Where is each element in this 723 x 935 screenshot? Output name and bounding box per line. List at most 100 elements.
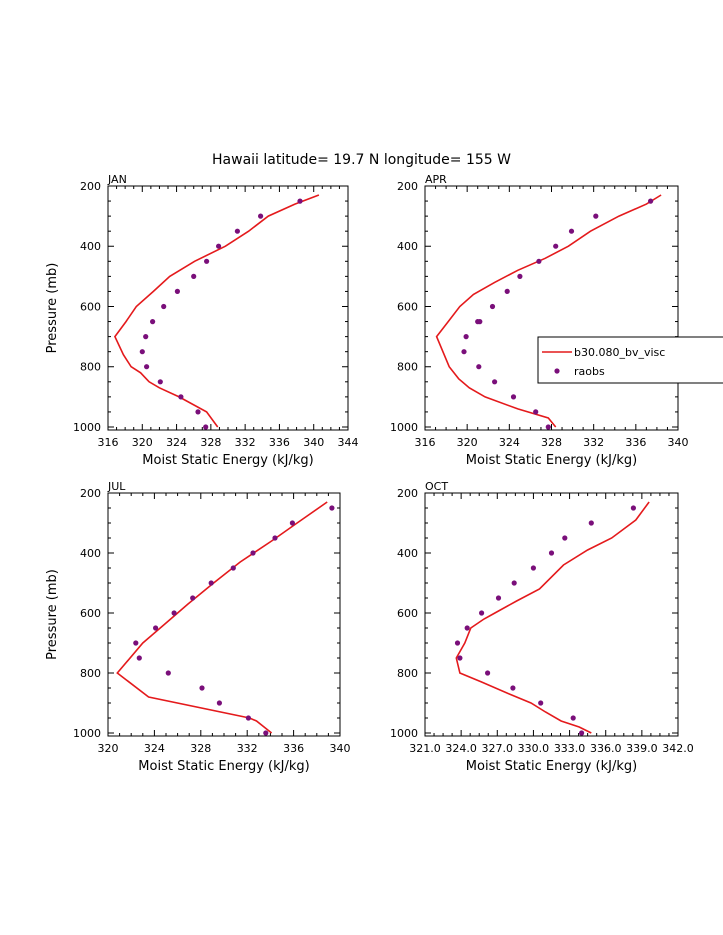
x-tick-label-oct: 327.0 — [482, 742, 514, 755]
raob-point-apr — [648, 198, 654, 204]
raob-point-apr — [593, 213, 599, 219]
y-tick-label-apr: 600 — [397, 300, 418, 313]
raob-point-jan — [161, 303, 167, 310]
raob-point-apr — [463, 334, 469, 340]
x-tick-label-oct: 330.0 — [518, 742, 550, 755]
x-tick-label-apr: 320 — [457, 436, 478, 449]
raob-point-jul — [153, 625, 159, 631]
panel-label-apr: APR — [425, 173, 447, 186]
raob-point-jul — [245, 715, 251, 721]
raob-point-apr — [504, 288, 510, 294]
raob-point-apr — [461, 349, 467, 355]
raob-point-oct — [538, 700, 544, 706]
raob-point-jan — [191, 273, 197, 279]
raob-point-jan — [157, 379, 163, 385]
x-tick-label-oct: 336.0 — [590, 742, 622, 755]
y-axis-label-jul: Pressure (mb) — [45, 569, 60, 660]
x-tick-label-jan: 320 — [132, 436, 153, 449]
x-tick-label-apr: 316 — [415, 436, 436, 449]
raob-point-oct — [464, 625, 470, 631]
x-tick-label-jul: 332 — [237, 742, 258, 755]
x-tick-label-jul: 328 — [190, 742, 211, 755]
y-tick-label-apr: 400 — [397, 240, 418, 253]
x-tick-label-jan: 340 — [303, 436, 324, 449]
raob-point-oct — [495, 595, 502, 601]
raob-point-apr — [510, 394, 517, 400]
raob-point-apr — [553, 243, 559, 249]
raob-point-jul — [165, 670, 171, 676]
raob-point-jul — [216, 700, 222, 706]
x-axis-label-jan: Moist Static Energy (kJ/kg) — [142, 453, 313, 468]
raob-point-jul — [199, 685, 205, 691]
x-tick-label-apr: 340 — [668, 436, 689, 449]
model-line-jan — [113, 194, 320, 428]
x-tick-label-apr: 328 — [541, 436, 562, 449]
raob-point-jan — [195, 409, 201, 415]
y-tick-label-oct: 600 — [397, 607, 418, 620]
raob-point-oct — [548, 550, 555, 556]
raob-point-jul — [329, 505, 335, 511]
raob-point-oct — [485, 670, 491, 676]
panels: JAN 316 320 324 328 332 336 340 344 200 400 600 800 1… — [45, 173, 694, 774]
y-tick-label-oct: 1000 — [390, 727, 418, 740]
x-tick-label-jul: 320 — [98, 742, 119, 755]
raob-point-apr — [568, 228, 575, 234]
x-tick-label-oct: 339.0 — [626, 742, 658, 755]
x-axis-label-apr: Moist Static Energy (kJ/kg) — [466, 453, 637, 468]
raob-point-jan — [143, 334, 149, 340]
raob-point-oct — [457, 655, 463, 661]
raob-point-apr — [489, 303, 496, 310]
panel-jan: JAN 316 320 324 328 332 336 340 344 200 400 600 800 1… — [45, 173, 359, 468]
raob-point-oct — [630, 505, 637, 511]
raob-point-apr — [533, 409, 539, 415]
raob-point-oct — [579, 730, 585, 736]
y-tick-label-jul: 600 — [80, 607, 101, 620]
figure-title: Hawaii latitude= 19.7 N longitude= 155 W — [212, 152, 511, 168]
raob-point-jan — [204, 258, 210, 264]
x-tick-label-jan: 324 — [166, 436, 187, 449]
x-axis-label-jul: Moist Static Energy (kJ/kg) — [138, 759, 309, 774]
raob-point-apr — [477, 319, 483, 325]
raob-point-jul — [272, 535, 278, 541]
legend-model-label: b30.080_bv_visc — [574, 346, 665, 359]
legend-box — [537, 336, 723, 384]
legend-obs-label: raobs — [574, 365, 605, 378]
raob-point-oct — [510, 685, 516, 691]
raob-point-jan — [203, 424, 209, 430]
raob-point-apr — [492, 379, 498, 385]
raob-point-apr — [517, 273, 523, 279]
raob-point-oct — [562, 535, 568, 541]
raob-point-jul — [208, 580, 214, 586]
legend-obs-swatch — [554, 368, 560, 374]
x-tick-label-jul: 324 — [144, 742, 165, 755]
x-tick-label-oct: 342.0 — [662, 742, 694, 755]
raob-point-oct — [570, 715, 576, 721]
y-tick-label-oct: 800 — [397, 667, 418, 680]
y-tick-label-jan: 200 — [80, 180, 101, 193]
raob-point-jan — [297, 198, 303, 204]
x-tick-label-oct: 333.0 — [554, 742, 586, 755]
panel-label-jan: JAN — [107, 173, 127, 186]
x-tick-label-jan: 328 — [200, 436, 221, 449]
x-tick-label-jan: 332 — [235, 436, 256, 449]
x-tick-label-oct: 321.0 — [409, 742, 441, 755]
y-tick-label-jul: 200 — [80, 487, 101, 500]
y-tick-label-jan: 800 — [80, 361, 101, 374]
y-tick-label-jul: 800 — [80, 667, 101, 680]
raob-point-jan — [139, 349, 145, 355]
raob-point-jul — [133, 640, 139, 646]
x-tick-label-apr: 336 — [625, 436, 646, 449]
raob-point-oct — [511, 580, 517, 586]
y-tick-label-jan: 1000 — [73, 421, 101, 434]
panel-label-jul: JUL — [107, 480, 126, 493]
y-tick-label-apr: 1000 — [390, 421, 418, 434]
y-tick-label-jan: 400 — [80, 240, 101, 253]
x-tick-label-jan: 336 — [269, 436, 290, 449]
x-tick-label-jul: 340 — [330, 742, 351, 755]
y-tick-label-oct: 400 — [397, 547, 418, 560]
raob-point-jul — [250, 550, 256, 556]
raob-point-jul — [190, 595, 196, 601]
